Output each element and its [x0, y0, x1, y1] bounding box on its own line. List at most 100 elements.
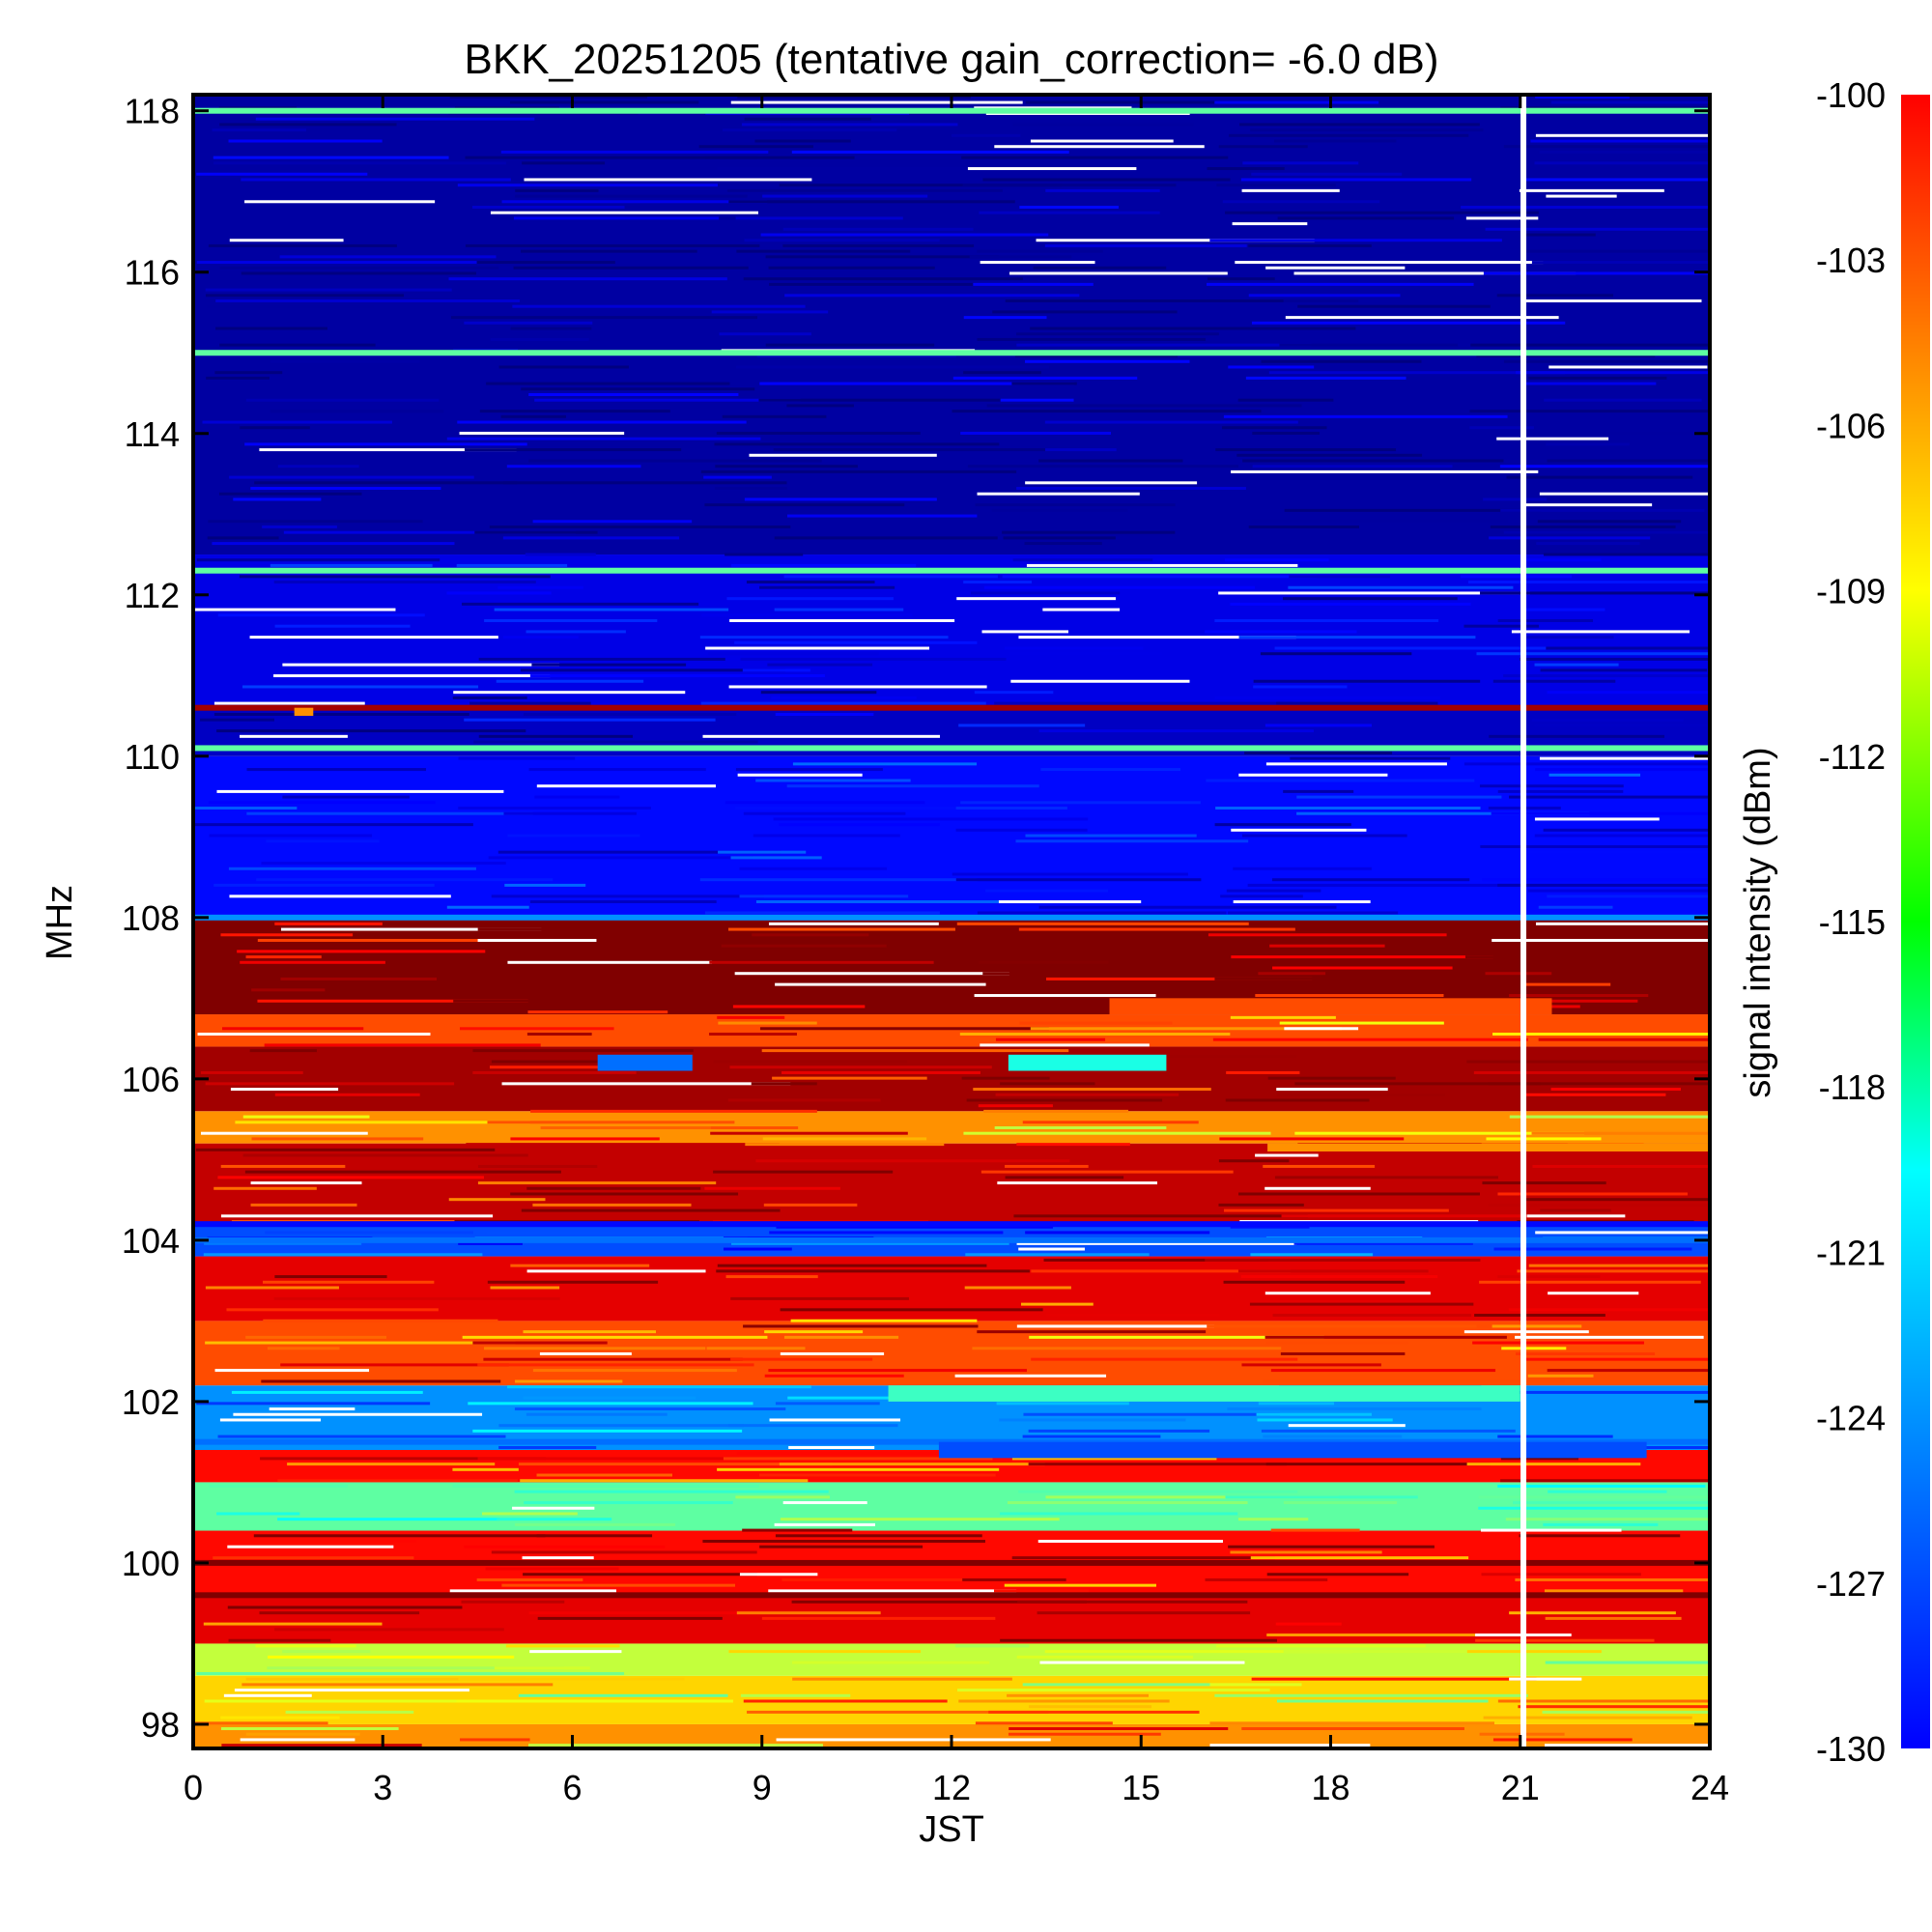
- heatmap-streak: [1237, 1269, 1429, 1273]
- heatmap-streak: [1534, 817, 1660, 821]
- heatmap-streak: [1226, 889, 1321, 893]
- heatmap-streak: [446, 905, 529, 909]
- heatmap-streak: [1218, 1203, 1304, 1207]
- heatmap-streak: [477, 1181, 717, 1185]
- heatmap-streak: [215, 327, 327, 330]
- heatmap-streak: [1478, 1506, 1710, 1510]
- heatmap-streak: [491, 895, 764, 898]
- heatmap-line: [193, 1559, 1710, 1566]
- heatmap-streak: [1230, 1550, 1382, 1554]
- heatmap-streak: [952, 376, 1138, 380]
- heatmap-streak: [218, 492, 362, 496]
- heatmap-streak: [1005, 1164, 1089, 1168]
- heatmap-streak: [1493, 1247, 1692, 1251]
- heatmap-streak: [1524, 178, 1710, 182]
- heatmap-streak: [213, 1556, 414, 1560]
- heatmap-streak: [1499, 465, 1710, 469]
- heatmap-streak: [491, 1550, 757, 1554]
- heatmap-streak: [1221, 426, 1327, 430]
- heatmap-streak: [1293, 1241, 1473, 1245]
- heatmap-streak: [452, 696, 527, 699]
- heatmap-streak: [1290, 756, 1451, 760]
- heatmap-streak: [1539, 150, 1710, 154]
- heatmap-streak: [532, 1203, 692, 1207]
- heatmap-streak: [457, 420, 747, 424]
- heatmap-streak: [1251, 520, 1509, 524]
- heatmap-streak: [469, 701, 591, 705]
- heatmap-streak: [975, 503, 1176, 507]
- heatmap-streak: [282, 795, 410, 799]
- heatmap-streak: [717, 167, 985, 171]
- heatmap-streak: [1250, 1253, 1374, 1257]
- heatmap-streak: [1545, 1661, 1710, 1664]
- colorbar-tick-label: -118: [1819, 1067, 1886, 1107]
- heatmap-streak: [778, 999, 924, 1003]
- heatmap-streak: [498, 1445, 597, 1449]
- heatmap-streak: [448, 1198, 546, 1202]
- heatmap-streak: [952, 872, 1188, 876]
- heatmap-streak: [958, 1699, 1170, 1703]
- heatmap-streak: [1248, 294, 1401, 298]
- heatmap-streak: [759, 382, 1075, 385]
- heatmap-streak: [502, 536, 680, 540]
- heatmap-streak: [240, 734, 348, 738]
- heatmap-streak: [1000, 1638, 1277, 1642]
- heatmap-streak: [532, 966, 689, 970]
- heatmap-streak: [700, 701, 986, 705]
- heatmap-streak: [446, 437, 761, 440]
- heatmap-streak: [1228, 365, 1315, 369]
- heatmap-streak: [775, 1402, 880, 1406]
- heatmap-streak: [474, 530, 598, 534]
- heatmap-streak: [722, 128, 897, 132]
- heatmap-streak: [1527, 1374, 1594, 1378]
- y-tick-label: 112: [125, 576, 180, 615]
- heatmap-streak: [1502, 933, 1690, 937]
- heatmap-streak: [528, 768, 706, 772]
- heatmap-streak: [704, 911, 940, 915]
- heatmap-streak: [255, 117, 535, 121]
- heatmap-streak: [973, 282, 1094, 286]
- heatmap-streak: [994, 1589, 1090, 1593]
- heatmap-streak: [980, 1170, 1234, 1174]
- heatmap-streak: [783, 575, 998, 579]
- heatmap-streak: [740, 1693, 851, 1697]
- heatmap-streak: [711, 310, 829, 314]
- heatmap-streak: [1281, 1214, 1531, 1218]
- heatmap-streak: [1496, 437, 1609, 440]
- heatmap-streak: [526, 1269, 706, 1273]
- heatmap-streak: [1531, 718, 1684, 722]
- x-tick-label: 12: [932, 1768, 971, 1807]
- heatmap-streak: [477, 927, 745, 931]
- heatmap-streak: [255, 1644, 356, 1648]
- y-tick-label: 110: [125, 737, 180, 777]
- heatmap-streak: [726, 597, 894, 601]
- heatmap-streak: [780, 1518, 1060, 1521]
- heatmap-streak: [512, 304, 806, 308]
- heatmap-streak: [704, 156, 855, 159]
- heatmap-streak: [518, 1463, 833, 1466]
- heatmap-streak: [961, 1076, 1050, 1080]
- heatmap-streak: [254, 481, 518, 485]
- y-tick-label: 102: [122, 1382, 180, 1422]
- heatmap-streak: [501, 200, 768, 204]
- heatmap-streak: [1264, 724, 1372, 727]
- heatmap-streak: [735, 216, 903, 220]
- heatmap-streak: [227, 1605, 463, 1609]
- heatmap-streak: [500, 414, 566, 418]
- heatmap-streak: [515, 194, 748, 198]
- heatmap-streak: [448, 277, 727, 281]
- heatmap-streak: [1509, 994, 1649, 998]
- heatmap-streak: [768, 1589, 1017, 1593]
- heatmap-streak: [1044, 243, 1247, 247]
- heatmap-streak: [1468, 581, 1710, 584]
- heatmap-streak: [1283, 1650, 1509, 1654]
- heatmap-streak: [1294, 1082, 1541, 1086]
- heatmap-streak: [1492, 1324, 1582, 1328]
- heatmap-streak: [959, 1032, 1231, 1036]
- heatmap-streak: [483, 1357, 743, 1361]
- heatmap-streak: [982, 972, 1047, 976]
- heatmap-streak: [755, 900, 1053, 904]
- heatmap-streak: [228, 1638, 331, 1642]
- heatmap-streak: [1537, 520, 1682, 524]
- heatmap-streak: [253, 1534, 546, 1538]
